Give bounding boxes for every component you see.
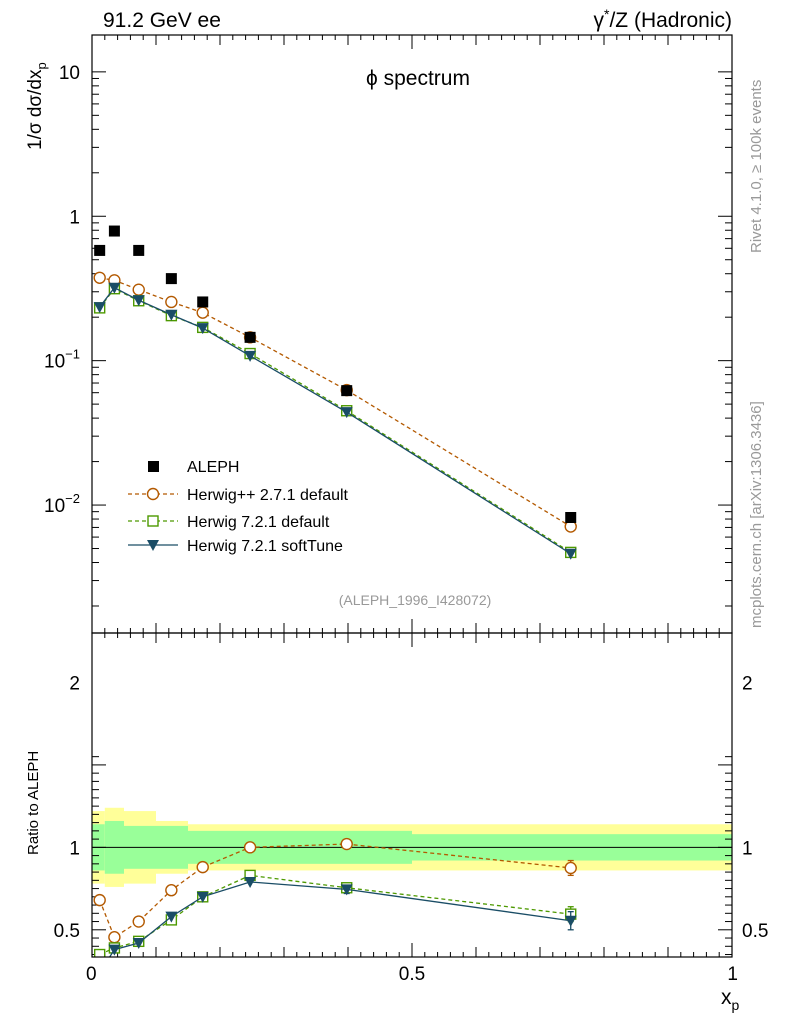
legend-label-herwigpp: Herwig++ 2.7.1 default xyxy=(187,487,349,504)
legend-entry-herwig721: Herwig 7.2.1 default xyxy=(128,514,330,531)
ratio-point-softtune xyxy=(564,915,577,927)
legend-entry-herwigpp: Herwig++ 2.7.1 default xyxy=(128,487,349,504)
data-point-aleph xyxy=(165,273,177,285)
ratio-point-softtune xyxy=(165,911,178,923)
ratio-line-herwig721 xyxy=(99,874,571,956)
series-point-herwigpp xyxy=(165,295,178,309)
plot-frames xyxy=(91,34,733,958)
y-tick-label-ratio-right: 1 xyxy=(742,838,753,859)
ratio-point-herwigpp xyxy=(165,884,178,897)
ratio-point-herwigpp xyxy=(340,837,353,851)
series-point-softtune xyxy=(564,548,577,560)
data-point-aleph xyxy=(94,244,106,256)
ratio-point-herwigpp xyxy=(196,860,209,874)
y-tick-label-main: 10 xyxy=(59,63,80,84)
y-axis-label-main-text: 1/σ dσ/dx xyxy=(25,69,46,150)
legend-label-aleph: ALEPH xyxy=(187,459,239,476)
series-point-softtune xyxy=(93,302,106,314)
legend-marker-herwig721 xyxy=(147,515,159,527)
series-line-softtune xyxy=(99,286,572,555)
y-tick-label-exp: −2 xyxy=(65,491,80,506)
y-tick-label-ratio-right: 2 xyxy=(742,673,753,694)
series-point-herwigpp xyxy=(93,271,106,284)
legend-marker-herwigpp xyxy=(146,487,160,501)
rivet-side-text: Rivet 4.1.0, ≥ 100k events xyxy=(748,80,765,253)
legend-label-herwig721: Herwig 7.2.1 default xyxy=(187,514,330,531)
ratio-point-herwig721 xyxy=(93,948,106,957)
ratio-point-softtune xyxy=(340,884,353,896)
header-left: 91.2 GeV ee xyxy=(103,9,221,32)
y-tick-label-base: 10 xyxy=(44,352,65,373)
x-tick-label: 1 xyxy=(727,964,738,985)
y-tick-label-ratio-left: 2 xyxy=(69,673,80,694)
series-point-herwigpp xyxy=(196,306,209,319)
y-tick-label-main: 10−1 xyxy=(44,347,80,373)
y-tick-label-base: 10 xyxy=(44,496,65,517)
x-tick-label: 0 xyxy=(86,964,97,985)
y-tick-label-ratio-left: 1 xyxy=(69,838,80,859)
x-axis-label-sub: p xyxy=(732,997,740,1013)
legend-entry-softtune: Herwig 7.2.1 softTune xyxy=(128,538,343,555)
series-point-softtune xyxy=(165,309,178,321)
data-point-aleph xyxy=(244,331,256,343)
data-point-aleph xyxy=(133,244,145,256)
series-point-softtune xyxy=(108,282,121,294)
mcplots-side-text: mcplots.cern.ch [arXiv:1306.3436] xyxy=(748,401,765,628)
series-point-herwigpp xyxy=(132,283,145,296)
ratio-panel-frame xyxy=(91,632,733,958)
series-point-softtune xyxy=(132,295,145,307)
ratio-bands xyxy=(92,807,732,887)
y-tick-label-base: 1 xyxy=(69,207,80,228)
ratio-point-herwigpp xyxy=(564,861,577,875)
series-point-softtune xyxy=(244,350,257,362)
series-point-softtune xyxy=(196,323,209,335)
y-axis-label-ratio: Ratio to ALEPH xyxy=(25,751,42,855)
ratio-point-softtune xyxy=(244,876,257,888)
header-right-star: * xyxy=(604,6,610,22)
x-tick-label: 0.5 xyxy=(399,964,425,985)
y-tick-label-ratio-left: 0.5 xyxy=(54,921,80,942)
legend-marker-aleph xyxy=(148,461,159,472)
series-line-herwigpp xyxy=(99,277,572,528)
y-tick-label-main: 10−2 xyxy=(44,491,80,517)
header-right: γ*/Z (Hadronic) xyxy=(594,6,732,32)
ratio-line-softtune xyxy=(108,881,571,957)
header-right-rest: /Z (Hadronic) xyxy=(609,9,732,32)
series-point-softtune xyxy=(340,407,353,419)
y-tick-label-exp: −1 xyxy=(65,347,80,362)
y-tick-label-base: 10 xyxy=(59,63,80,84)
ratio-point-herwigpp xyxy=(132,915,145,928)
ratio-point-softtune xyxy=(196,891,209,903)
legend-marker-softtune xyxy=(147,540,159,551)
y-axis-label-main-sub: p xyxy=(34,62,49,69)
main-panel-series xyxy=(93,225,577,560)
y-tick-label-ratio-right: 0.5 xyxy=(742,921,768,942)
data-point-aleph xyxy=(565,512,577,524)
x-axis-label: xp xyxy=(721,986,740,1013)
data-point-aleph xyxy=(341,385,353,397)
ratio-point-herwigpp xyxy=(93,893,106,907)
legend-entry-aleph: ALEPH xyxy=(148,459,239,476)
chart-title: ϕ spectrum xyxy=(366,67,470,90)
data-point-aleph xyxy=(108,225,120,237)
legend-label-softtune: Herwig 7.2.1 softTune xyxy=(187,538,343,555)
ratio-panel-series xyxy=(93,837,577,957)
y-tick-label-main: 1 xyxy=(69,207,80,228)
y-axis-label-main: 1/σ dσ/dxp xyxy=(25,62,49,150)
ratio-point-softtune xyxy=(132,937,145,949)
analysis-tag: (ALEPH_1996_I428072) xyxy=(339,592,492,608)
header-right-gamma: γ xyxy=(594,9,605,32)
x-axis-label-text: x xyxy=(721,986,732,1009)
data-point-aleph xyxy=(197,296,209,308)
ratio-point-herwigpp xyxy=(243,841,257,854)
ratio-point-softtune xyxy=(108,944,121,956)
legend: ALEPH Herwig++ 2.7.1 default Herwig 7.2.… xyxy=(128,459,349,555)
series-layer xyxy=(93,225,577,957)
ratio-point-herwigpp xyxy=(108,931,121,944)
series-line-herwig721 xyxy=(99,287,572,553)
